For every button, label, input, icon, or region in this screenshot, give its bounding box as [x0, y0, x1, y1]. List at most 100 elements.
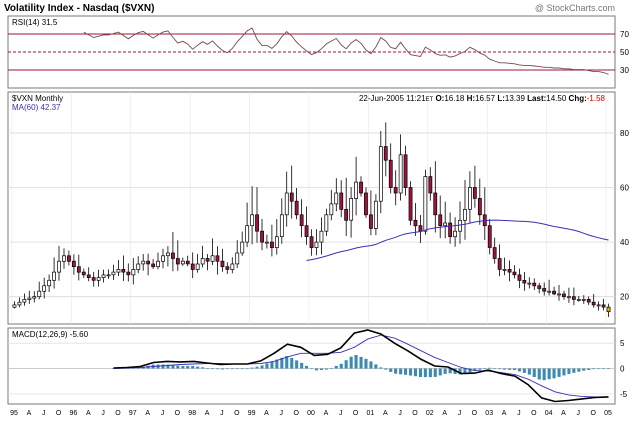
macd-histogram-bar — [240, 368, 244, 370]
x-tick-label: J — [339, 410, 343, 417]
candle-body — [279, 214, 284, 237]
macd-histogram-bar — [300, 362, 304, 369]
candle-body — [240, 241, 245, 254]
candle-body — [472, 187, 477, 199]
candle-body — [230, 263, 235, 270]
macd-histogram-bar — [275, 359, 279, 369]
candle-body — [344, 209, 349, 221]
x-tick-label: J — [577, 410, 581, 417]
macd-histogram-bar — [280, 357, 284, 369]
candle-body — [383, 146, 388, 161]
macd-histogram-bar — [225, 368, 229, 370]
macd-histogram-bar — [428, 368, 432, 378]
candle-body — [458, 219, 462, 232]
x-tick-label: 00 — [307, 410, 315, 417]
candle-body — [591, 301, 596, 306]
candle-body — [86, 274, 91, 278]
candle-body — [309, 236, 314, 248]
candle-body — [453, 230, 457, 238]
macd-histogram-bar — [295, 360, 299, 369]
candle-body — [562, 293, 566, 298]
macd-histogram-bar — [319, 368, 323, 370]
macd-histogram-bar — [508, 368, 512, 370]
macd-histogram-bar — [399, 368, 403, 375]
ma-series-line — [306, 219, 609, 261]
macd-histogram-bar — [468, 368, 472, 373]
macd-histogram-bar — [161, 364, 165, 369]
candle-body — [403, 154, 408, 188]
macd-histogram-bar — [354, 355, 358, 369]
macd-histogram-bar — [290, 358, 294, 369]
candle-body — [576, 299, 581, 301]
candle-body — [265, 241, 269, 244]
candle-body — [121, 269, 126, 273]
x-tick-label: O — [590, 410, 596, 417]
x-tick-label: A — [383, 410, 388, 417]
candle-body — [542, 288, 547, 292]
x-tick-label: O — [234, 410, 240, 417]
rsi-level-label-70: 70 — [620, 30, 629, 39]
candle-body — [532, 282, 537, 287]
candle-body — [185, 260, 190, 265]
copyright-label: @ StockCharts.com — [535, 3, 615, 13]
macd-histogram-bar — [532, 368, 536, 377]
candle-body — [418, 225, 423, 232]
candle-body — [161, 255, 165, 262]
candle-body — [373, 200, 378, 229]
candle-body — [131, 269, 136, 276]
macd-histogram-bar — [418, 368, 422, 377]
x-tick-label: A — [561, 410, 566, 417]
candle-body — [91, 277, 96, 281]
macd-histogram-bar — [206, 368, 210, 369]
x-tick-label: J — [220, 410, 224, 417]
x-tick-label: A — [442, 410, 447, 417]
candle-body — [567, 296, 571, 299]
candle-body — [171, 252, 175, 259]
quote-low-label: L: — [497, 94, 505, 103]
price-tick-label-60: 60 — [620, 184, 629, 193]
rsi-level-label-50: 50 — [620, 48, 629, 57]
macd-histogram-bar — [260, 365, 264, 369]
x-tick-label: O — [175, 410, 181, 417]
price-tick-label-40: 40 — [620, 238, 629, 247]
candle-body — [111, 271, 116, 276]
candle-body — [497, 258, 502, 270]
candle-body — [270, 241, 274, 248]
macd-histogram-bar — [498, 368, 502, 370]
candle-body — [463, 209, 467, 221]
rsi-level-label-30: 30 — [620, 66, 629, 75]
x-tick-label: O — [293, 410, 299, 417]
candle-body — [81, 271, 86, 276]
macd-histogram-bar — [166, 364, 170, 369]
macd-histogram-bar — [215, 368, 219, 370]
macd-histogram-bar — [493, 368, 497, 370]
macd-histogram-bar — [527, 368, 531, 375]
macd-histogram-bar — [369, 361, 373, 369]
macd-histogram-bar — [413, 368, 417, 377]
candle-body — [304, 225, 309, 237]
macd-histogram-bar — [562, 368, 566, 376]
candle-body — [245, 225, 250, 243]
candle-body — [393, 187, 398, 194]
candle-body — [22, 299, 27, 303]
quote-low: 13.39 — [505, 94, 526, 103]
candle-body — [433, 192, 438, 216]
candle-body — [175, 258, 180, 265]
macd-histogram-bar — [305, 365, 309, 369]
macd-histogram-bar — [478, 368, 482, 370]
macd-histogram-bar — [512, 368, 516, 370]
candle-body — [166, 252, 170, 257]
candle-body — [225, 266, 230, 270]
candle-body — [557, 293, 561, 296]
x-tick-label: 03 — [485, 410, 493, 417]
macd-histogram-bar — [394, 368, 398, 374]
price-panel: 20 40 60 80 $VXN Monthly MA(60) 42.37 22-Ju… — [7, 91, 629, 325]
candle-body — [601, 304, 606, 308]
candle-body — [448, 222, 453, 237]
candle-body — [274, 236, 279, 248]
macd-tick-label--5: -5 — [620, 390, 628, 399]
macd-histogram-bar — [339, 363, 343, 369]
macd-histogram-bar — [592, 368, 596, 370]
x-tick-label: J — [101, 410, 105, 417]
candle-body — [136, 263, 141, 270]
